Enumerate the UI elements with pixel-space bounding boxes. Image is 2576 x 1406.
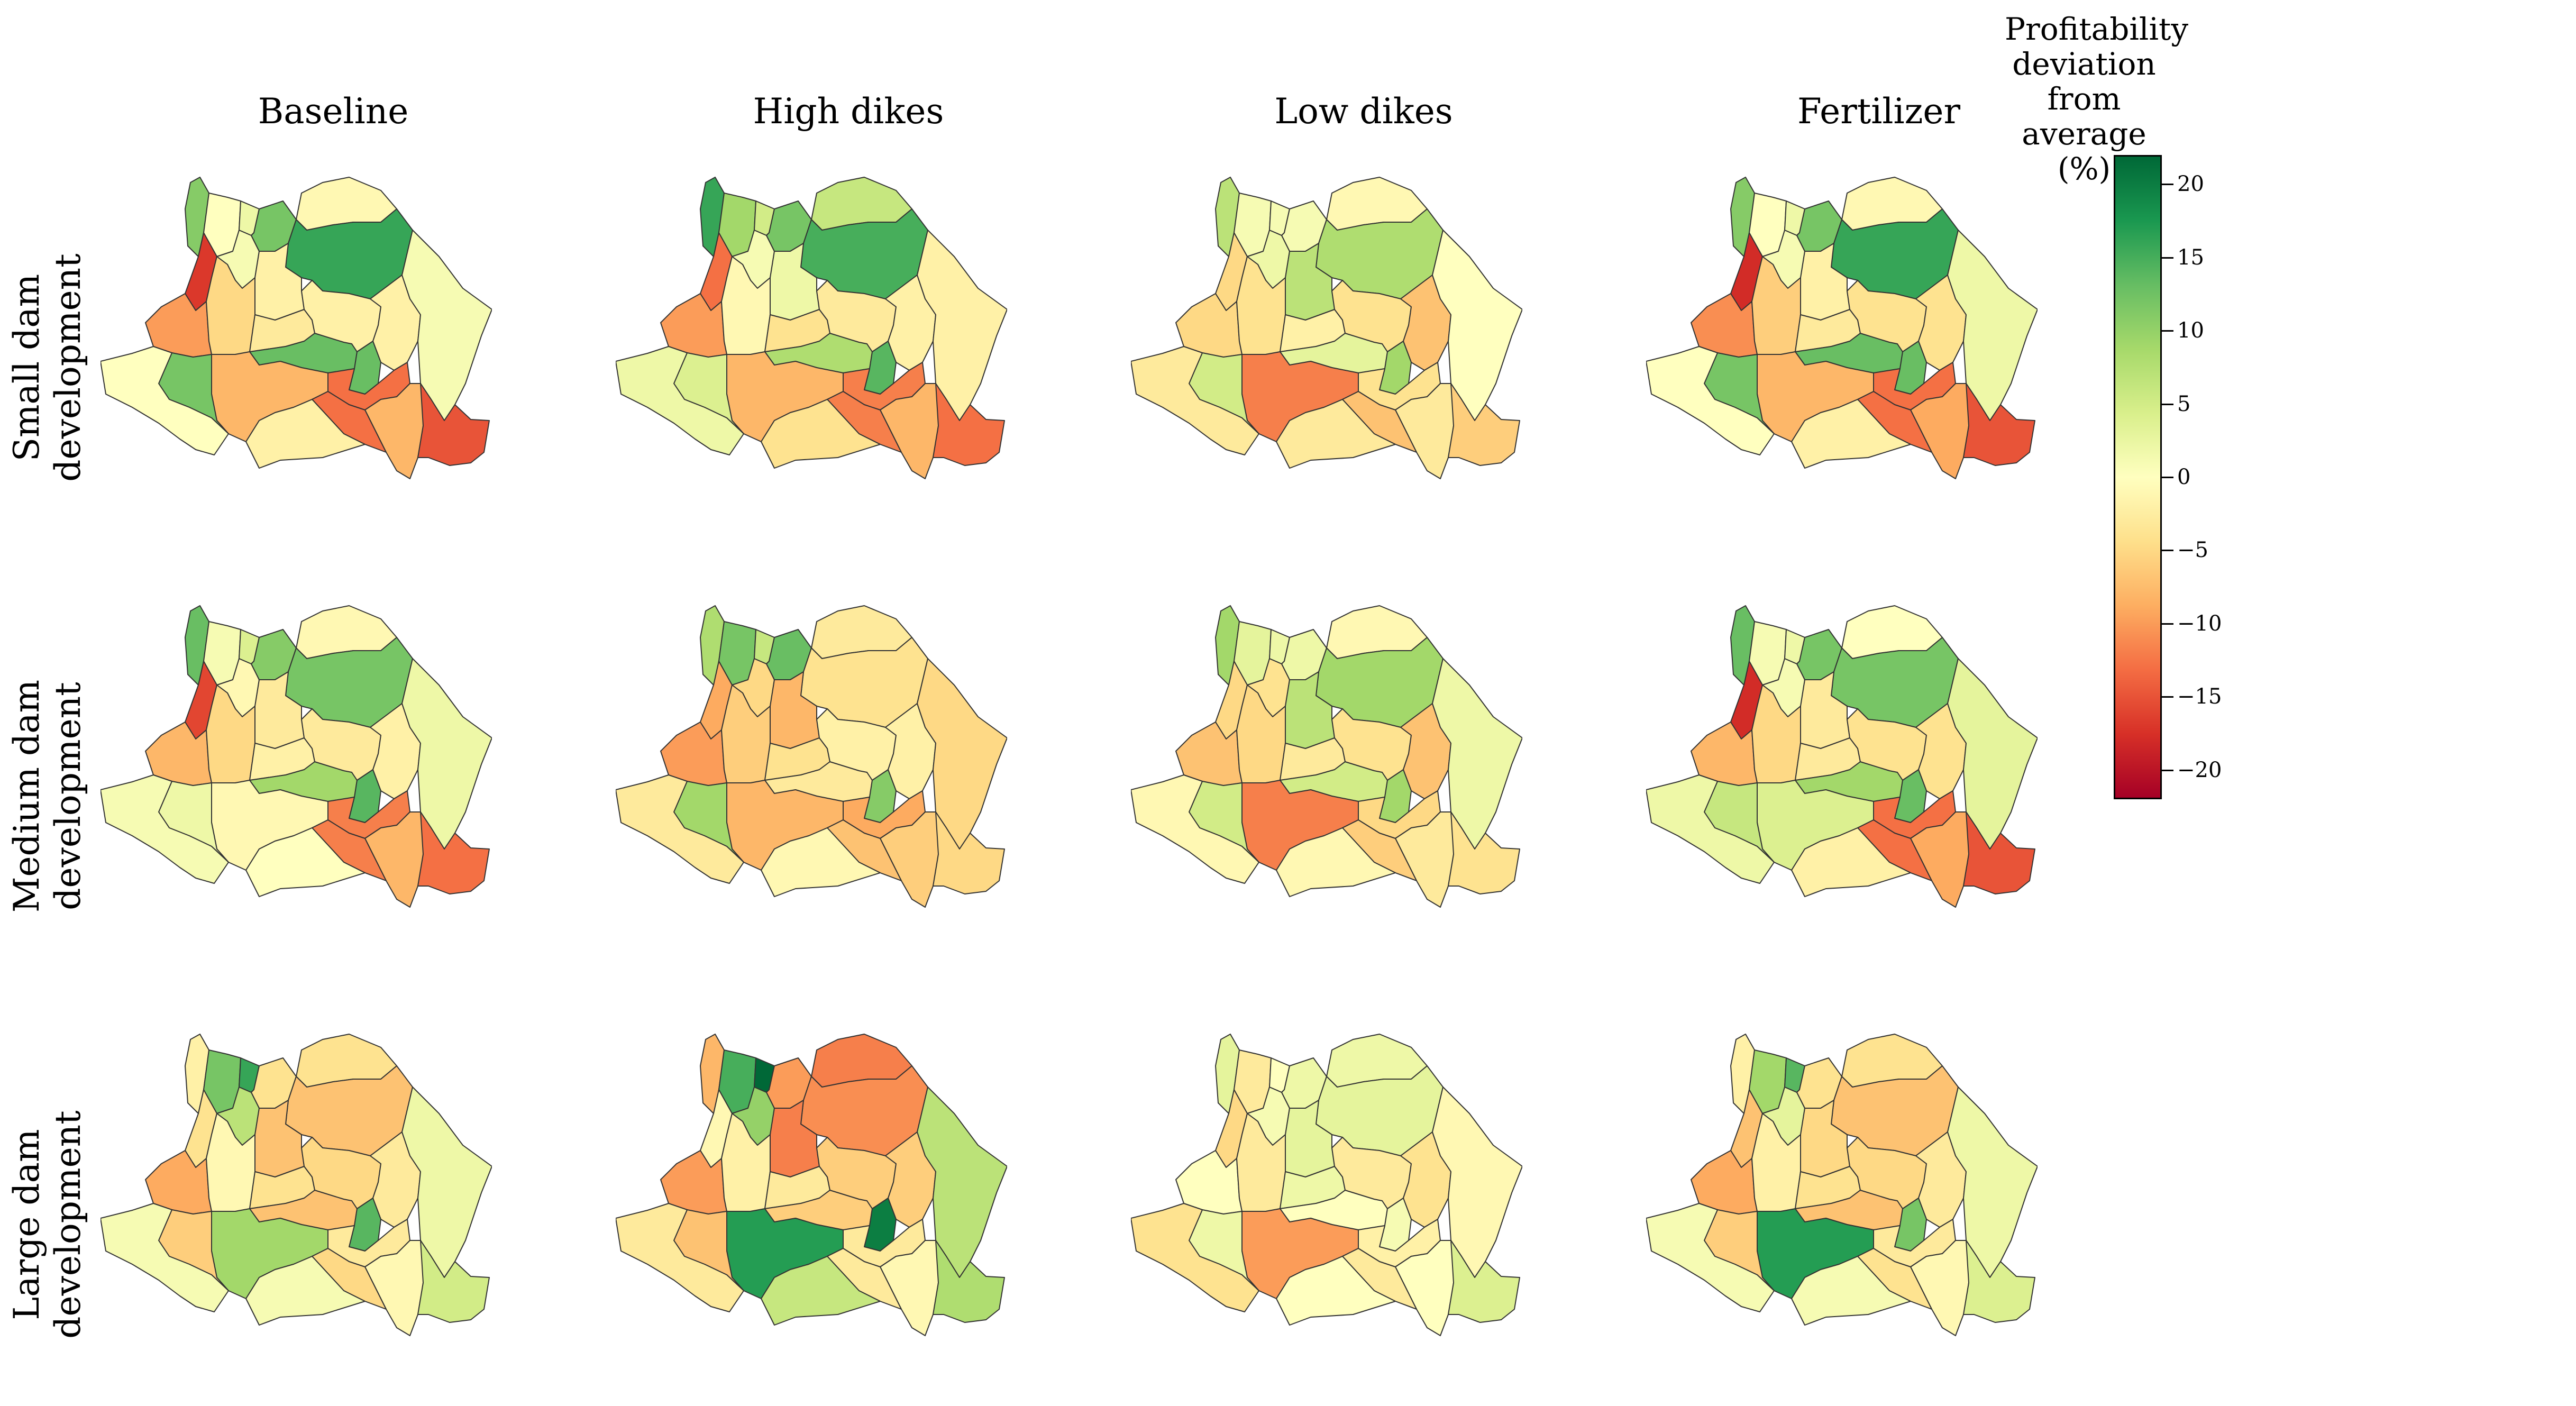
map-region-r25 <box>1791 827 1911 897</box>
map-large-dam-baseline <box>101 1034 492 1336</box>
map-region-r24 <box>1448 383 1520 466</box>
colorbar-tick-label: 20 <box>2177 172 2204 197</box>
map-region-r25 <box>1276 1256 1396 1326</box>
map-region-r24 <box>933 811 1005 894</box>
colorbar-tick-label: 5 <box>2177 391 2191 416</box>
map-medium-dam-high-dikes <box>616 605 1007 908</box>
colorbar <box>2114 155 2162 799</box>
map-region-r24 <box>933 383 1005 466</box>
map-large-dam-low-dikes <box>1131 1034 1522 1336</box>
colorbar-tick-label: 15 <box>2177 245 2204 270</box>
map-region-r25 <box>1791 1256 1911 1326</box>
map-region-r24 <box>1963 811 2035 894</box>
colorbar-tick-label: 10 <box>2177 318 2204 343</box>
map-small-dam-fertilizer <box>1646 177 2038 479</box>
colorbar-tick-label: 0 <box>2177 465 2191 489</box>
row-title-small-dam-line2: development <box>48 253 88 482</box>
colorbar-title-line: Profitability <box>2005 11 2189 47</box>
map-region-r24 <box>417 1240 490 1323</box>
row-title-large-dam-line2: development <box>48 1110 88 1339</box>
map-region-r25 <box>245 399 366 469</box>
map-region-r24 <box>1448 811 1520 894</box>
colorbar-tick <box>2162 257 2173 259</box>
map-medium-dam-low-dikes <box>1131 605 1522 908</box>
map-region-r25 <box>1276 827 1396 897</box>
map-region-r16 <box>1646 1203 1775 1312</box>
column-title-low-dikes: Low dikes <box>1274 91 1453 132</box>
colorbar-tick <box>2162 696 2173 698</box>
map-region-r16 <box>1131 774 1259 884</box>
colorbar-title-line: from <box>2047 81 2121 117</box>
map-region-r25 <box>245 1256 366 1326</box>
colorbar-tick-label: −5 <box>2177 538 2208 563</box>
map-large-dam-high-dikes <box>616 1034 1007 1336</box>
map-region-r25 <box>761 399 881 469</box>
map-region-r16 <box>1131 1203 1259 1312</box>
colorbar-tick <box>2162 769 2173 771</box>
map-region-r16 <box>1131 346 1259 455</box>
map-region-r16 <box>616 346 744 455</box>
map-region-r25 <box>245 827 366 897</box>
map-small-dam-low-dikes <box>1131 177 1522 479</box>
row-title-small-dam: Small dam development <box>6 209 89 526</box>
colorbar-title-line: deviation <box>2012 46 2156 82</box>
colorbar-title-line: average (%) <box>2022 116 2146 187</box>
map-region-r24 <box>1448 1240 1520 1323</box>
colorbar-tick <box>2162 403 2173 405</box>
map-region-r25 <box>761 1256 881 1326</box>
colorbar-tick-label: −20 <box>2177 757 2222 782</box>
map-region-r16 <box>616 774 744 884</box>
colorbar-tick <box>2162 330 2173 332</box>
map-small-dam-baseline <box>101 177 492 479</box>
map-medium-dam-fertilizer <box>1646 605 2038 908</box>
map-region-r16 <box>101 346 229 455</box>
map-region-r16 <box>101 1203 229 1312</box>
row-title-large-dam-line1: Large dam <box>6 1129 47 1320</box>
colorbar-tick <box>2162 184 2173 186</box>
map-region-r16 <box>101 774 229 884</box>
row-title-large-dam: Large dam development <box>6 1066 89 1383</box>
colorbar-tick <box>2162 623 2173 625</box>
colorbar-tick <box>2162 477 2173 478</box>
colorbar-tick-label: −15 <box>2177 684 2222 709</box>
colorbar-title: Profitability deviation from average (%) <box>2005 11 2189 187</box>
map-region-r25 <box>1276 399 1396 469</box>
map-large-dam-fertilizer <box>1646 1034 2038 1336</box>
map-medium-dam-baseline <box>101 605 492 908</box>
map-region-r25 <box>1791 399 1911 469</box>
map-region-r24 <box>417 383 490 466</box>
map-region-r24 <box>933 1240 1005 1323</box>
map-small-dam-high-dikes <box>616 177 1007 479</box>
map-region-r25 <box>761 827 881 897</box>
column-title-high-dikes: High dikes <box>753 91 944 132</box>
map-region-r16 <box>1646 774 1775 884</box>
map-region-r16 <box>616 1203 744 1312</box>
map-region-r24 <box>1963 383 2035 466</box>
row-title-medium-dam-line2: development <box>48 682 88 910</box>
row-title-medium-dam-line1: Medium dam <box>6 679 47 913</box>
map-region-r24 <box>1963 1240 2035 1323</box>
colorbar-tick <box>2162 550 2173 552</box>
column-title-fertilizer: Fertilizer <box>1797 91 1961 132</box>
row-title-medium-dam: Medium dam development <box>6 637 89 955</box>
colorbar-tick-label: −10 <box>2177 611 2222 636</box>
map-region-r24 <box>417 811 490 894</box>
column-title-baseline: Baseline <box>258 91 409 132</box>
row-title-small-dam-line1: Small dam <box>6 273 47 462</box>
map-region-r16 <box>1646 346 1775 455</box>
